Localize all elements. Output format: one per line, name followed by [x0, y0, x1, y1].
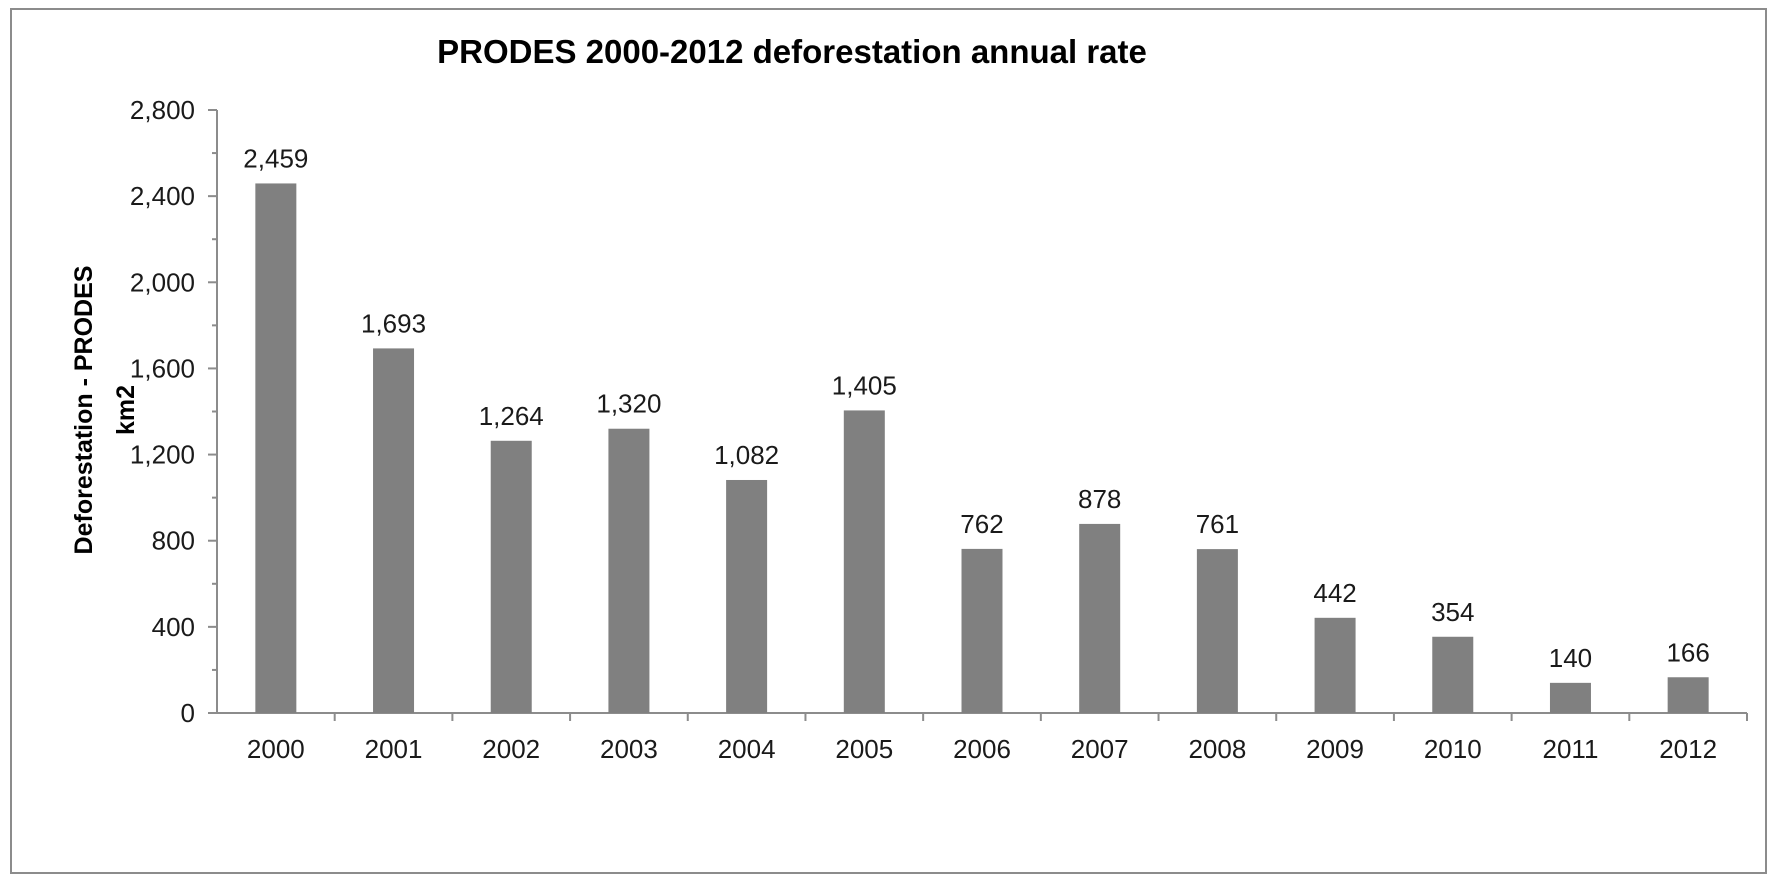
data-label-2010: 354: [1431, 597, 1474, 627]
x-tick-label: 2011: [1543, 734, 1599, 764]
bar-2000: [255, 183, 297, 714]
data-label-2005: 1,405: [832, 370, 897, 400]
y-axis-title-line-1: Deforestation - PRODES: [70, 266, 98, 555]
x-tick-label: 2006: [953, 734, 1011, 764]
x-tick-label: 2010: [1424, 734, 1482, 764]
data-label-2004: 1,082: [714, 440, 779, 470]
data-label-2006: 762: [960, 509, 1003, 539]
y-axis-title: Deforestation - PRODES km2: [70, 266, 140, 555]
x-axis: 2000 2001 2002 2003 2004 2005 2006 2007 2008 2009…: [217, 712, 1748, 764]
bar-2003: [608, 428, 650, 713]
bar-2008: [1196, 549, 1238, 713]
data-label-2002: 1,264: [479, 401, 544, 431]
bar-2009: [1314, 617, 1356, 713]
bar-2006: [961, 548, 1003, 713]
data-label-2011: 140: [1549, 643, 1592, 673]
bar-2002: [490, 440, 532, 713]
bar-2011: [1549, 682, 1591, 713]
x-tick-label: 2002: [482, 734, 540, 764]
y-tick-label: 1,200: [130, 440, 195, 470]
data-label-2007: 878: [1078, 484, 1121, 514]
bar-2007: [1079, 523, 1121, 713]
x-tick-label: 2008: [1188, 734, 1246, 764]
x-tick-label: 2012: [1659, 734, 1717, 764]
y-axis-title-line-2: km2: [112, 385, 140, 435]
data-label-2003: 1,320: [596, 389, 661, 419]
bar-2012: [1667, 677, 1709, 713]
x-tick-label: 2003: [600, 734, 658, 764]
x-tick-label: 2001: [365, 734, 423, 764]
x-tick-label: 2004: [718, 734, 776, 764]
chart-title: PRODES 2000-2012 deforestation annual ra…: [437, 33, 1147, 70]
y-tick-label: 2,800: [130, 95, 195, 125]
bar-2005: [843, 410, 885, 713]
data-label-2009: 442: [1313, 578, 1356, 608]
bars: [255, 183, 1709, 714]
y-tick-label: 800: [152, 526, 195, 556]
data-label-2000: 2,459: [243, 143, 308, 173]
bar-2001: [373, 348, 415, 713]
bar-chart: PRODES 2000-2012 deforestation annual ra…: [70, 33, 1748, 764]
bar-2004: [726, 479, 768, 713]
x-tick-label: 2005: [835, 734, 893, 764]
y-tick-label: 0: [181, 698, 195, 728]
y-axis: 0 400 800 1,200 1,600 2,000 2,400 2,800: [130, 95, 218, 728]
x-tick-label: 2000: [247, 734, 305, 764]
data-label-2012: 166: [1666, 637, 1709, 667]
chart-frame: PRODES 2000-2012 deforestation annual ra…: [10, 8, 1767, 874]
x-tick-label: 2009: [1306, 734, 1364, 764]
bar-2010: [1432, 636, 1474, 713]
data-label-2001: 1,693: [361, 308, 426, 338]
x-tick-label: 2007: [1071, 734, 1129, 764]
data-labels: 2,459 1,693 1,264 1,320 1,082 1,405 762 878 761 4…: [243, 143, 1710, 672]
y-tick-label: 2,400: [130, 181, 195, 211]
data-label-2008: 761: [1196, 509, 1239, 539]
y-tick-label: 2,000: [130, 267, 195, 297]
y-tick-label: 1,600: [130, 353, 195, 383]
y-tick-label: 400: [152, 612, 195, 642]
